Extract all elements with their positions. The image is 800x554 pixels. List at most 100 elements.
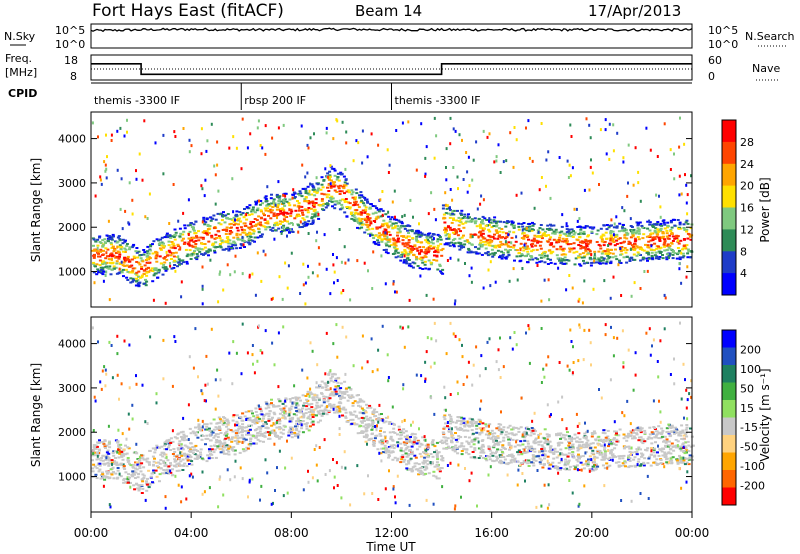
data-cell <box>311 271 314 275</box>
data-cell <box>227 240 230 243</box>
data-cell <box>135 277 138 280</box>
data-cell <box>689 238 693 241</box>
data-cell <box>449 209 452 212</box>
data-cell <box>207 254 210 257</box>
data-cell <box>647 436 651 439</box>
data-cell <box>241 212 245 215</box>
data-cell <box>331 197 335 200</box>
data-cell <box>509 131 512 135</box>
data-cell <box>327 178 331 181</box>
data-cell <box>640 455 643 458</box>
data-cell <box>336 385 340 387</box>
data-cell <box>131 277 135 280</box>
data-cell <box>537 230 540 234</box>
data-cell <box>242 437 246 440</box>
data-cell <box>424 239 428 242</box>
data-cell <box>293 217 297 220</box>
data-cell <box>671 257 675 260</box>
data-cell <box>230 438 234 441</box>
data-cell <box>577 299 580 303</box>
data-cell <box>553 232 557 235</box>
data-cell <box>475 140 478 144</box>
data-cell <box>248 428 252 431</box>
data-cell <box>138 254 142 257</box>
data-cell <box>642 464 646 467</box>
data-cell <box>123 251 127 253</box>
data-cell <box>191 253 195 256</box>
data-cell <box>621 462 625 465</box>
data-cell <box>436 251 440 254</box>
data-cell <box>615 235 619 238</box>
data-cell <box>531 258 535 261</box>
data-cell <box>151 455 155 458</box>
data-cell <box>243 208 246 210</box>
data-cell <box>277 419 281 422</box>
data-cell <box>98 462 102 465</box>
data-cell <box>235 234 239 237</box>
data-cell <box>456 416 460 418</box>
data-cell <box>336 119 339 123</box>
data-cell <box>207 232 211 234</box>
data-cell <box>327 183 331 186</box>
data-cell <box>394 225 397 228</box>
noise-left-tick-top: 10^5 <box>55 24 85 37</box>
data-cell <box>169 464 173 467</box>
data-cell <box>215 236 219 239</box>
data-cell <box>160 244 164 247</box>
data-cell <box>663 223 667 226</box>
data-cell <box>96 238 100 241</box>
data-cell <box>435 134 438 138</box>
data-cell <box>302 283 305 287</box>
data-cell <box>600 240 604 243</box>
data-cell <box>279 210 283 213</box>
data-cell <box>540 299 543 303</box>
data-cell <box>91 470 95 473</box>
data-cell <box>539 432 542 435</box>
data-cell <box>580 246 584 248</box>
data-cell <box>340 260 343 264</box>
data-cell <box>387 171 390 174</box>
data-cell <box>313 215 316 218</box>
data-cell <box>188 458 192 461</box>
data-cell <box>397 239 399 243</box>
data-cell <box>397 255 401 258</box>
data-cell <box>181 430 185 433</box>
data-cell <box>248 213 251 216</box>
data-cell <box>605 224 609 226</box>
data-cell <box>332 185 336 188</box>
data-cell <box>484 224 488 227</box>
data-cell <box>107 462 111 465</box>
data-cell <box>377 210 381 213</box>
data-cell <box>148 192 151 196</box>
data-cell <box>180 438 184 441</box>
data-cell <box>320 183 324 186</box>
data-cell <box>402 235 406 238</box>
data-cell <box>648 455 652 458</box>
data-cell <box>239 427 243 430</box>
data-cell <box>256 223 260 226</box>
data-cell <box>372 250 375 254</box>
data-cell <box>471 235 474 239</box>
data-cell <box>642 249 646 252</box>
data-cell <box>215 433 218 436</box>
data-cell <box>549 448 553 451</box>
data-cell <box>588 256 592 259</box>
data-cell <box>578 457 581 460</box>
data-cell <box>439 467 443 469</box>
data-cell <box>487 268 490 272</box>
data-cell <box>526 440 530 443</box>
data-cell <box>411 261 415 264</box>
data-cell <box>667 440 671 443</box>
data-cell <box>373 205 377 208</box>
data-cell <box>576 460 580 463</box>
data-cell <box>469 456 473 459</box>
data-cell <box>182 127 185 130</box>
data-cell <box>147 270 151 273</box>
data-cell <box>362 400 366 403</box>
data-cell <box>392 280 395 284</box>
data-cell <box>185 260 189 263</box>
data-cell <box>123 468 127 470</box>
data-cell <box>633 247 637 250</box>
data-cell <box>184 248 188 251</box>
data-cell <box>375 207 379 210</box>
